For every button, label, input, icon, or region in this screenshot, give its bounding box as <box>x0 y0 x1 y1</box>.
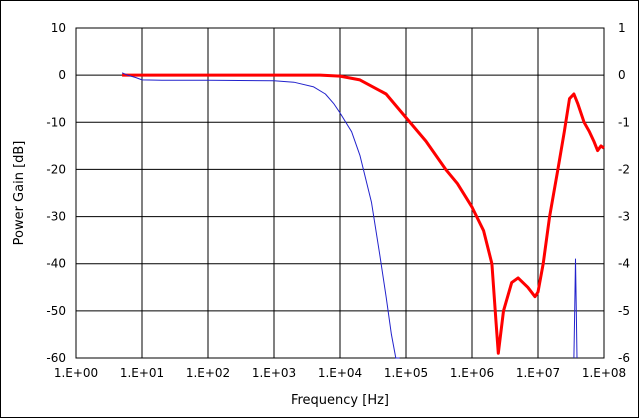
grid-lines <box>76 28 604 358</box>
y-tick-label: 10 <box>51 21 66 35</box>
series-line-1 <box>122 73 605 355</box>
x-tick-label: 1.E+03 <box>252 366 296 380</box>
y-axis-title: Power Gain [dB] <box>12 141 27 246</box>
y2-tick-label: -6 <box>618 351 630 365</box>
y2-tick-label: -1 <box>618 115 630 129</box>
y2-tick-label: 0 <box>618 68 626 82</box>
y2-tick-label: -2 <box>618 162 630 176</box>
x-tick-label: 1.E+05 <box>384 366 428 380</box>
x-axis-title: Frequency [Hz] <box>291 393 389 408</box>
x-tick-labels: 1.E+00 1.E+01 1.E+02 1.E+03 1.E+04 1.E+05 1.E+… <box>54 366 626 380</box>
x-tick-label: 1.E+08 <box>582 366 626 380</box>
y2-tick-label: 1 <box>618 21 626 35</box>
y-tick-labels: 10 0 -10 -20 -30 -40 -50 -60 <box>46 21 66 365</box>
x-tick-label: 1.E+00 <box>54 366 98 380</box>
y-tick-label: -20 <box>46 162 66 176</box>
y2-tick-label: -5 <box>618 304 630 318</box>
y2-tick-label: -3 <box>618 210 630 224</box>
series-line-2 <box>121 72 400 359</box>
x-tick-label: 1.E+06 <box>450 366 494 380</box>
y-tick-label: -50 <box>46 304 66 318</box>
x-tick-label: 1.E+07 <box>516 366 560 380</box>
y-tick-label: -10 <box>46 115 66 129</box>
y-tick-label: -60 <box>46 351 66 365</box>
x-tick-label: 1.E+02 <box>186 366 230 380</box>
series-lines <box>121 72 605 359</box>
x-tick-label: 1.E+04 <box>318 366 362 380</box>
y-tick-label: -30 <box>46 210 66 224</box>
y-tick-label: -40 <box>46 257 66 271</box>
x-tick-label: 1.E+01 <box>120 366 164 380</box>
series-line-3 <box>573 258 578 359</box>
y-tick-label: 0 <box>58 68 66 82</box>
y2-tick-label: -4 <box>618 257 630 271</box>
y2-tick-labels: 1 0 -1 -2 -3 -4 -5 -6 <box>618 21 630 365</box>
